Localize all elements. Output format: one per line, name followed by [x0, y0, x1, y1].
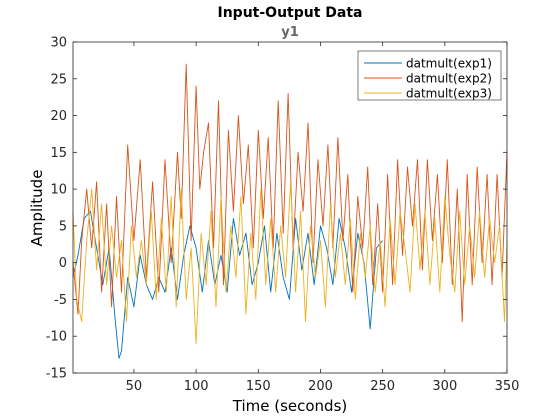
- y-tick-label: 5: [59, 219, 67, 234]
- y-tick-label: 30: [50, 36, 67, 51]
- x-tick-label: 100: [184, 379, 209, 394]
- legend: datmult(exp1)datmult(exp2)datmult(exp3): [357, 50, 502, 101]
- chart-title: Input-Output Data: [218, 5, 363, 21]
- legend-label-3: datmult(exp3): [406, 87, 492, 101]
- y-tick-label: 0: [59, 256, 67, 271]
- series-line-3: [72, 181, 508, 345]
- series-line-2: [72, 63, 508, 322]
- x-tick-label: 200: [308, 379, 333, 394]
- y-tick-label: 25: [50, 72, 67, 87]
- x-tick-label: 300: [432, 379, 457, 394]
- chart-subtitle: y1: [281, 25, 299, 40]
- legend-label-1: datmult(exp1): [406, 57, 492, 71]
- x-tick-label: 50: [126, 379, 143, 394]
- y-tick-label: 15: [50, 146, 67, 161]
- y-tick-label: 10: [50, 183, 67, 198]
- legend-entries: datmult(exp1)datmult(exp2)datmult(exp3): [364, 57, 492, 101]
- y-tick-label: -10: [46, 330, 67, 345]
- y-axis-ticks: -15 -10 -5 0 5 10 15 20 25 30: [46, 36, 507, 382]
- x-tick-label: 350: [495, 379, 520, 394]
- legend-box: [357, 50, 502, 101]
- x-tick-label: 250: [370, 379, 395, 394]
- y-tick-label: 20: [50, 109, 67, 124]
- y-axis-label: Amplitude: [28, 170, 46, 247]
- x-axis-label: Time (seconds): [232, 397, 348, 415]
- legend-label-2: datmult(exp2): [406, 72, 492, 86]
- y-tick-label: -5: [54, 293, 67, 308]
- axes-box: [72, 41, 508, 374]
- y-tick-label: -15: [46, 367, 67, 382]
- x-axis-ticks: 50 100 150 200 250 300 350: [126, 42, 520, 394]
- x-tick-label: 150: [246, 379, 271, 394]
- series-layer: [72, 63, 508, 359]
